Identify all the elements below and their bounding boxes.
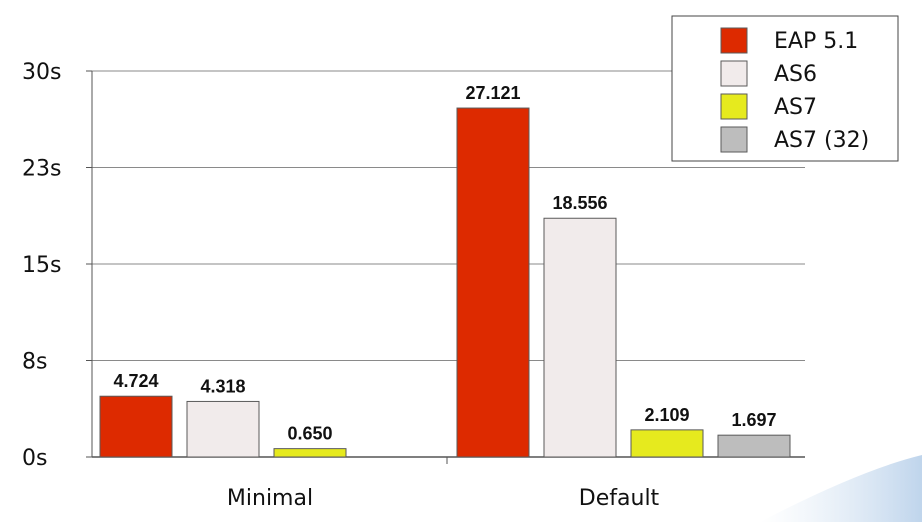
data-label: 2.109 bbox=[644, 405, 689, 425]
y-tick-label: 8s bbox=[22, 350, 47, 375]
decorative-swoosh bbox=[760, 455, 922, 522]
legend-swatch bbox=[720, 93, 748, 120]
bars bbox=[99, 107, 791, 458]
legend-swatch bbox=[720, 27, 748, 54]
x-tick-label: Minimal bbox=[227, 486, 313, 511]
legend-box bbox=[671, 15, 899, 162]
bar-default-as7 bbox=[630, 429, 704, 458]
data-label: 4.318 bbox=[200, 376, 245, 396]
y-tick-label: 15s bbox=[22, 253, 61, 278]
data-label: 27.121 bbox=[465, 83, 520, 103]
data-label: 4.724 bbox=[113, 371, 158, 391]
legend-swatch bbox=[720, 126, 748, 153]
bar-minimal-as7 bbox=[273, 448, 347, 458]
y-axis-ticks: 0s 8s 15s 23s 30s bbox=[22, 60, 92, 471]
legend-label: AS7 (32) bbox=[774, 128, 869, 153]
y-tick-label: 23s bbox=[22, 157, 61, 182]
data-label: 18.556 bbox=[552, 193, 607, 213]
category-labels: Minimal Default bbox=[227, 486, 660, 511]
legend: EAP 5.1 AS6 AS7 AS7 (32) bbox=[671, 15, 899, 162]
x-tick-label: Default bbox=[579, 486, 660, 511]
legend-label: AS7 bbox=[774, 95, 817, 120]
legend-label: AS6 bbox=[774, 62, 817, 87]
y-tick-label: 0s bbox=[22, 446, 47, 471]
bar-minimal-as6 bbox=[186, 400, 260, 458]
data-label: 0.650 bbox=[287, 424, 332, 444]
bar-default-as7-32 bbox=[717, 434, 791, 458]
data-label: 1.697 bbox=[731, 410, 776, 430]
legend-label: EAP 5.1 bbox=[774, 29, 858, 54]
value-labels: 4.724 4.318 0.650 27.121 18.556 2.109 1.697 bbox=[113, 83, 776, 444]
bar-minimal-eap-5-1 bbox=[99, 395, 173, 458]
bar-default-as6 bbox=[543, 217, 617, 458]
y-tick-label: 30s bbox=[22, 60, 61, 85]
legend-swatch bbox=[720, 60, 748, 87]
bar-default-eap-5-1 bbox=[456, 107, 530, 458]
